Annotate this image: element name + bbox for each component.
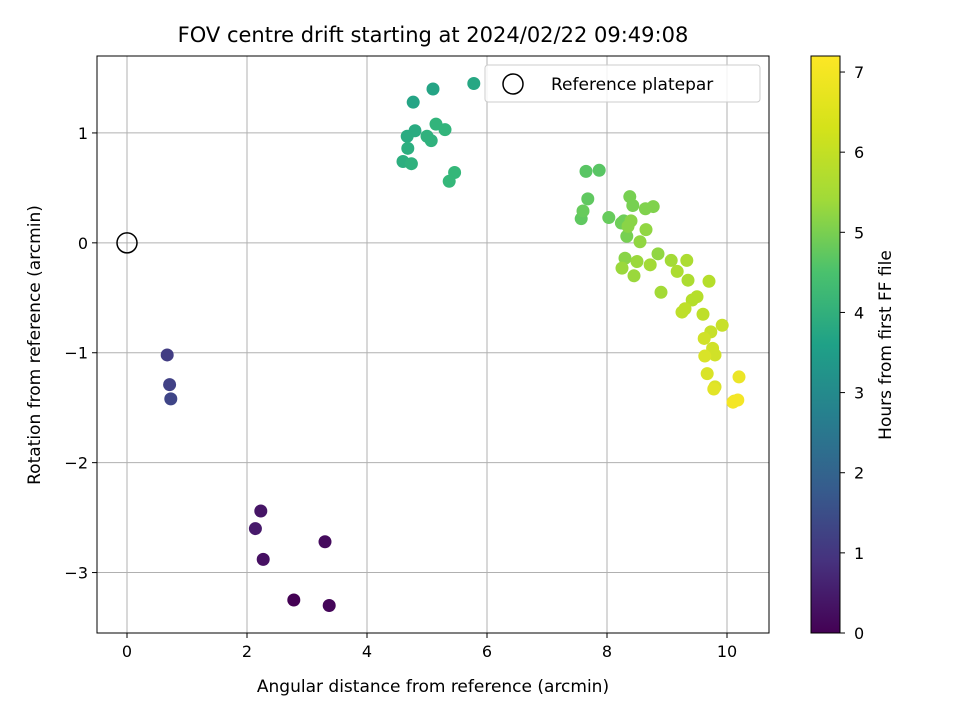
data-point bbox=[620, 229, 634, 243]
y-tick-label: 0 bbox=[78, 234, 88, 253]
x-tick-label: 4 bbox=[362, 642, 372, 661]
colorbar-label: Hours from first FF file bbox=[876, 250, 896, 440]
data-point bbox=[592, 163, 606, 177]
data-point bbox=[690, 290, 704, 304]
data-point bbox=[400, 129, 414, 143]
data-point bbox=[626, 198, 640, 212]
reference-marker bbox=[116, 232, 138, 254]
colorbar-tick-label: 1 bbox=[854, 544, 864, 563]
data-point bbox=[438, 123, 452, 137]
legend-reference-marker bbox=[502, 73, 524, 95]
legend: Reference platepar bbox=[484, 64, 761, 103]
y-tick-label: −2 bbox=[64, 454, 88, 473]
data-point bbox=[426, 82, 440, 96]
data-point bbox=[322, 599, 336, 613]
data-point bbox=[680, 253, 694, 267]
data-point bbox=[163, 378, 177, 392]
data-point bbox=[615, 261, 629, 275]
data-point bbox=[651, 247, 665, 261]
data-point bbox=[627, 269, 641, 283]
data-point bbox=[675, 305, 689, 319]
data-point bbox=[708, 348, 722, 362]
data-point bbox=[698, 349, 712, 363]
x-tick-label: 8 bbox=[602, 642, 612, 661]
data-point bbox=[707, 382, 721, 396]
x-axis-ticks: 0 2 4 6 8 10 bbox=[122, 633, 737, 661]
data-point bbox=[442, 174, 456, 188]
data-point bbox=[164, 392, 178, 406]
data-point bbox=[318, 535, 332, 549]
colorbar-tick-label: 4 bbox=[854, 303, 864, 322]
data-point bbox=[639, 223, 653, 237]
data-point bbox=[406, 95, 420, 109]
data-point bbox=[664, 253, 678, 267]
y-tick-label: −3 bbox=[64, 564, 88, 583]
data-point bbox=[401, 141, 415, 155]
x-tick-label: 10 bbox=[717, 642, 737, 661]
data-point bbox=[654, 285, 668, 299]
data-point bbox=[248, 522, 262, 536]
colorbar-tick-label: 0 bbox=[854, 624, 864, 643]
colorbar-ticks: 0 1 2 3 4 5 6 7 bbox=[840, 63, 864, 643]
data-point bbox=[726, 395, 740, 409]
colorbar-tick-label: 2 bbox=[854, 464, 864, 483]
y-tick-label: 1 bbox=[78, 124, 88, 143]
colorbar-gradient bbox=[810, 55, 841, 634]
data-point bbox=[732, 370, 746, 384]
data-point bbox=[700, 367, 714, 381]
data-point bbox=[287, 593, 301, 607]
chart-title: FOV centre drift starting at 2024/02/22 … bbox=[178, 23, 689, 47]
data-point bbox=[697, 331, 711, 345]
y-axis-ticks: −3 −2 −1 0 1 bbox=[64, 124, 97, 583]
legend-box bbox=[484, 64, 761, 103]
data-point bbox=[404, 157, 418, 171]
grid-lines bbox=[97, 56, 769, 633]
data-point bbox=[160, 348, 174, 362]
data-point bbox=[467, 76, 481, 90]
data-point bbox=[633, 235, 647, 249]
y-tick-label: −1 bbox=[64, 344, 88, 363]
data-point bbox=[576, 204, 590, 218]
data-point bbox=[630, 255, 644, 269]
data-point bbox=[256, 552, 270, 566]
x-tick-label: 0 bbox=[122, 642, 132, 661]
data-point bbox=[643, 258, 657, 272]
colorbar-tick-label: 7 bbox=[854, 63, 864, 82]
colorbar-tick-label: 3 bbox=[854, 384, 864, 403]
data-point bbox=[621, 219, 635, 233]
data-point bbox=[696, 307, 710, 321]
legend-label: Reference platepar bbox=[551, 75, 713, 95]
data-points bbox=[160, 76, 746, 613]
data-point bbox=[715, 318, 729, 332]
data-point bbox=[670, 264, 684, 278]
reference-point bbox=[116, 232, 138, 254]
data-point bbox=[646, 200, 660, 214]
data-point bbox=[581, 192, 595, 206]
x-axis-label: Angular distance from reference (arcmin) bbox=[257, 677, 609, 697]
colorbar-tick-label: 6 bbox=[854, 143, 864, 162]
data-point bbox=[618, 251, 632, 265]
data-point bbox=[602, 211, 616, 225]
data-point bbox=[254, 504, 268, 518]
x-tick-label: 6 bbox=[482, 642, 492, 661]
data-point bbox=[681, 273, 695, 287]
x-tick-label: 2 bbox=[242, 642, 252, 661]
data-point bbox=[702, 274, 716, 288]
colorbar-tick-label: 5 bbox=[854, 223, 864, 242]
data-point bbox=[579, 164, 593, 178]
data-point bbox=[424, 134, 438, 148]
y-axis-label: Rotation from reference (arcmin) bbox=[25, 205, 45, 485]
colorbar: 0 1 2 3 4 5 6 7 Hours from first FF file bbox=[810, 55, 896, 643]
plot-frame bbox=[96, 55, 770, 634]
